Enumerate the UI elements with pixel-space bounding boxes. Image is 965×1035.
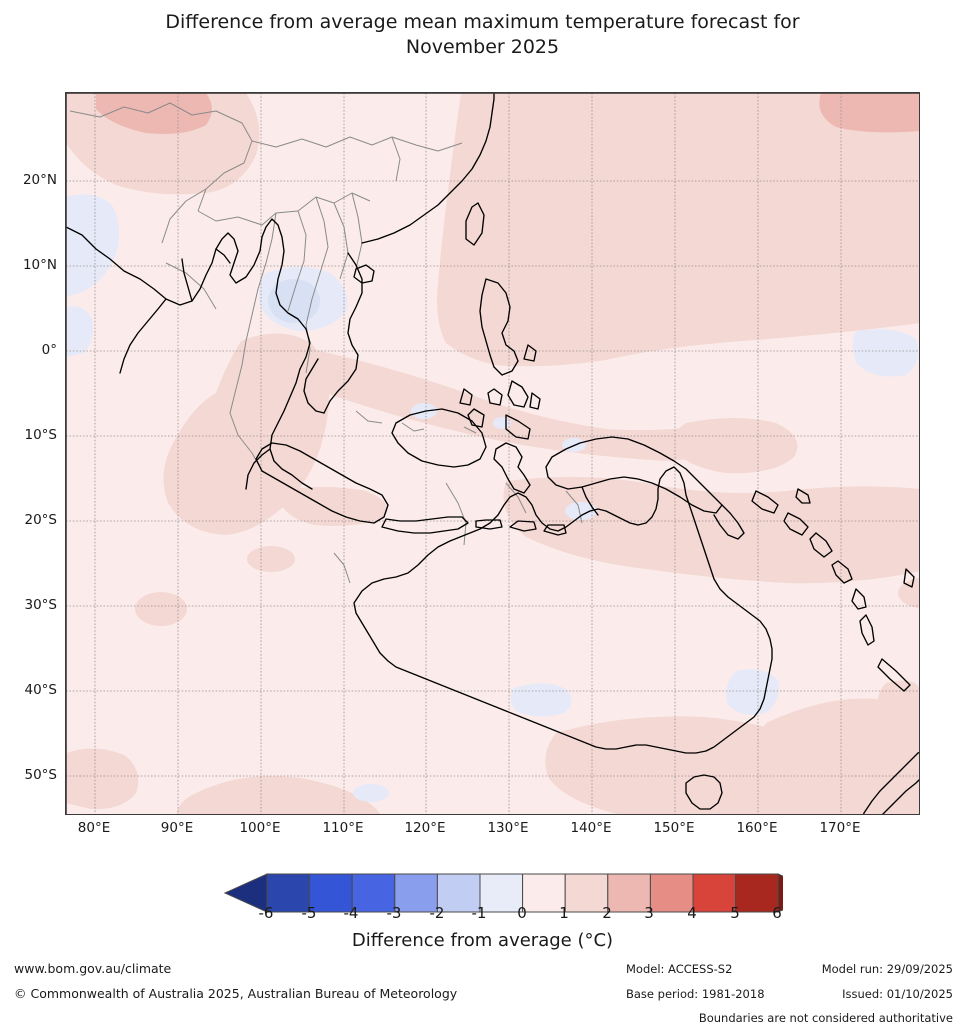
x-tick-130E: 130°E xyxy=(487,820,529,836)
base-period: Base period: 1981-2018 xyxy=(626,987,765,1001)
cbar-tick--2: -2 xyxy=(429,904,445,922)
x-tick-120E: 120°E xyxy=(404,820,446,836)
cbar-tick-1: 1 xyxy=(559,904,569,922)
boundaries-disclaimer: Boundaries are not considered authoritat… xyxy=(698,1011,953,1025)
country-borders xyxy=(69,102,583,584)
colorbar-axis-label: Difference from average (°C) xyxy=(351,930,614,951)
cbar-tick--4: -4 xyxy=(343,904,359,922)
x-tick-80E: 80°E xyxy=(77,820,111,836)
anomaly-band-minus2-to-minus1 xyxy=(268,279,320,323)
x-tick-150E: 150°E xyxy=(653,820,695,836)
y-tick-50S: 50°S xyxy=(24,767,58,783)
cbar-tick-0: 0 xyxy=(517,904,527,922)
colorbar-over-arrow xyxy=(777,873,783,913)
coastlines xyxy=(66,93,919,814)
cbar-tick-2: 2 xyxy=(602,904,612,922)
bom-website-url[interactable]: www.bom.gov.au/climate xyxy=(14,961,172,976)
colorbar-tick-labels: -6 -5 -4 -3 -2 -1 0 1 2 3 4 5 6 xyxy=(0,904,965,924)
cbar-tick-6: 6 xyxy=(772,904,782,922)
y-tick-0: 0° xyxy=(41,342,57,358)
map-plot-area[interactable] xyxy=(65,92,920,815)
cbar-tick-4: 4 xyxy=(687,904,697,922)
y-tick-20S: 20°S xyxy=(24,512,58,528)
x-tick-90E: 90°E xyxy=(160,820,194,836)
page-title-line1: Difference from average mean maximum tem… xyxy=(165,11,800,33)
page-title-line2: November 2025 xyxy=(405,36,560,58)
x-axis-labels: 80°E 90°E 100°E 110°E 120°E 130°E 140°E … xyxy=(65,820,920,840)
y-tick-30S: 30°S xyxy=(24,597,58,613)
colorbar-bands xyxy=(266,873,779,913)
y-tick-10N: 10°N xyxy=(22,257,57,273)
cbar-tick--5: -5 xyxy=(301,904,317,922)
cbar-tick-5: 5 xyxy=(730,904,740,922)
issued-date: Issued: 01/10/2025 xyxy=(842,987,953,1001)
cbar-tick-3: 3 xyxy=(644,904,654,922)
cbar-tick--6: -6 xyxy=(258,904,274,922)
temperature-anomaly-map xyxy=(66,93,919,814)
model-run-date: Model run: 29/09/2025 xyxy=(821,962,953,976)
x-tick-140E: 140°E xyxy=(570,820,612,836)
colorbar[interactable] xyxy=(0,873,965,913)
y-tick-10S: 10°S xyxy=(24,427,58,443)
y-tick-40S: 40°S xyxy=(24,682,58,698)
x-tick-110E: 110°E xyxy=(322,820,364,836)
cbar-tick--1: -1 xyxy=(471,904,487,922)
x-tick-170E: 170°E xyxy=(819,820,861,836)
x-tick-160E: 160°E xyxy=(736,820,778,836)
cbar-tick--3: -3 xyxy=(386,904,402,922)
y-axis-labels: 20°N 10°N 0° 10°S 20°S 30°S 40°S 50°S xyxy=(0,92,57,815)
anomaly-band-2-to-3 xyxy=(96,93,919,134)
x-tick-100E: 100°E xyxy=(239,820,281,836)
page-title: Difference from average mean maximum tem… xyxy=(0,10,965,60)
y-tick-20N: 20°N xyxy=(22,172,57,188)
model-name: Model: ACCESS-S2 xyxy=(626,962,733,976)
copyright-notice: © Commonwealth of Australia 2025, Austra… xyxy=(14,986,458,1001)
colorbar-swatches xyxy=(223,873,783,913)
